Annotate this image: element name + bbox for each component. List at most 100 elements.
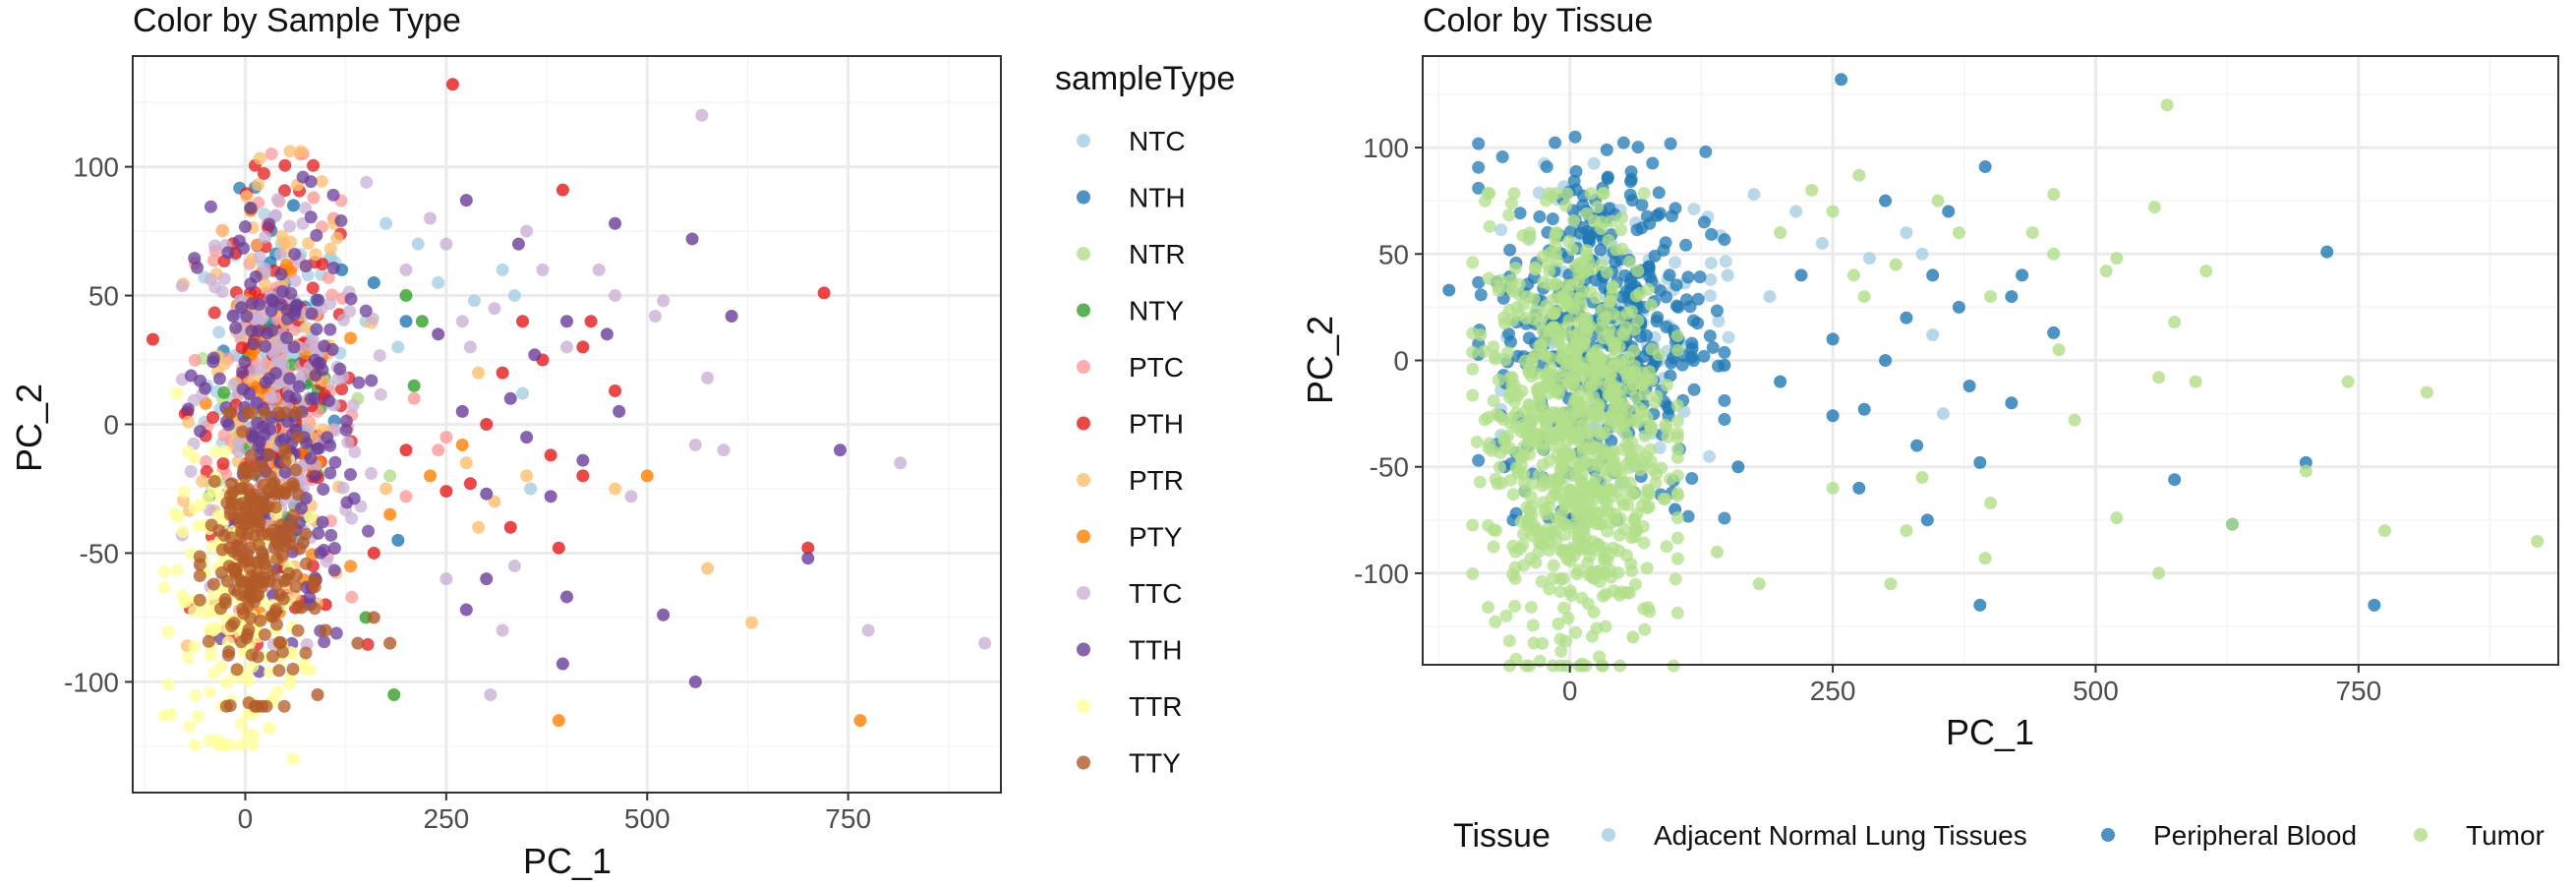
data-point (1524, 490, 1538, 503)
data-point (1512, 308, 1526, 322)
data-point (1472, 160, 1486, 174)
data-point (1509, 652, 1523, 666)
data-point (188, 739, 202, 752)
data-point (308, 469, 322, 483)
data-point (657, 294, 671, 308)
data-point (244, 612, 258, 625)
panel-1-ticks: 0 250 500 750 -100 -50 0 50 100 (64, 152, 871, 834)
data-point (234, 524, 248, 538)
data-point (488, 302, 501, 316)
data-point (1599, 620, 1612, 633)
data-point (1565, 277, 1579, 291)
data-point (334, 214, 348, 228)
panel-1-title: Color by Sample Type (133, 2, 461, 39)
data-point (648, 310, 662, 324)
data-point (254, 435, 267, 448)
data-point (1580, 503, 1594, 517)
data-point (188, 353, 202, 367)
data-point (1601, 266, 1614, 279)
data-point (1640, 502, 1654, 515)
data-point (170, 386, 184, 400)
data-point (1543, 264, 1556, 277)
data-point (1627, 512, 1641, 526)
data-point (1549, 247, 1562, 261)
data-point (1644, 298, 1658, 312)
data-point (1663, 268, 1676, 282)
data-point (1506, 488, 1520, 502)
data-point (1591, 200, 1605, 213)
data-point (1631, 265, 1645, 278)
data-point (254, 362, 267, 376)
legend-key (1077, 699, 1090, 713)
data-point (853, 714, 867, 728)
data-point (227, 617, 241, 630)
data-point (1625, 564, 1639, 578)
legend-key (1077, 586, 1090, 600)
data-point (1482, 601, 1495, 615)
data-point (1712, 359, 1726, 373)
data-point (193, 425, 206, 439)
legend-label: NTR (1129, 239, 1186, 269)
data-point (407, 391, 421, 405)
data-point (268, 501, 282, 514)
data-point (192, 519, 205, 533)
data-point (1566, 377, 1580, 390)
data-point (1884, 577, 1898, 591)
data-point (1556, 420, 1570, 434)
legend-label: Adjacent Normal Lung Tissues (1654, 820, 2027, 851)
data-point (1660, 320, 1673, 333)
y-tick-label: -100 (64, 667, 119, 697)
data-point (287, 340, 301, 354)
data-point (272, 487, 286, 501)
data-point (343, 468, 357, 482)
data-point (314, 546, 327, 560)
y-tick-label: 0 (103, 410, 119, 441)
data-point (217, 429, 231, 443)
data-point (1595, 215, 1609, 229)
data-point (2531, 534, 2545, 548)
data-point (219, 677, 233, 690)
data-point (556, 183, 569, 197)
data-point (1710, 304, 1724, 318)
data-point (1585, 263, 1599, 276)
data-point (306, 333, 320, 347)
data-point (327, 541, 341, 555)
data-point (1631, 415, 1645, 429)
data-point (1492, 373, 1505, 386)
data-point (207, 474, 221, 488)
data-point (339, 423, 353, 437)
data-point (250, 396, 263, 410)
data-point (265, 609, 279, 622)
data-point (1507, 379, 1521, 392)
data-point (1603, 370, 1616, 384)
data-point (1598, 426, 1611, 440)
data-point (1541, 522, 1554, 536)
data-point (1889, 258, 1903, 271)
data-point (2420, 385, 2433, 399)
y-tick-label: -100 (1354, 559, 1409, 589)
data-point (290, 406, 304, 420)
data-point (184, 369, 198, 383)
data-point (258, 207, 271, 221)
data-point (1646, 156, 1660, 170)
data-point (1502, 208, 1516, 222)
data-point (1702, 449, 1716, 463)
data-point (609, 216, 622, 230)
data-point (306, 281, 320, 295)
data-point (1641, 282, 1655, 296)
data-point (168, 506, 182, 520)
data-point (240, 190, 254, 204)
data-point (1619, 549, 1633, 562)
data-point (272, 664, 286, 678)
data-point (1518, 405, 1532, 419)
data-point (1610, 464, 1623, 478)
data-point (1472, 453, 1486, 467)
data-point (1857, 290, 1871, 304)
data-point (1557, 544, 1571, 558)
data-point (480, 487, 494, 501)
data-point (1560, 295, 1574, 309)
data-point (1706, 340, 1720, 354)
data-point (439, 237, 453, 251)
data-point (399, 263, 413, 276)
data-point (232, 444, 246, 458)
